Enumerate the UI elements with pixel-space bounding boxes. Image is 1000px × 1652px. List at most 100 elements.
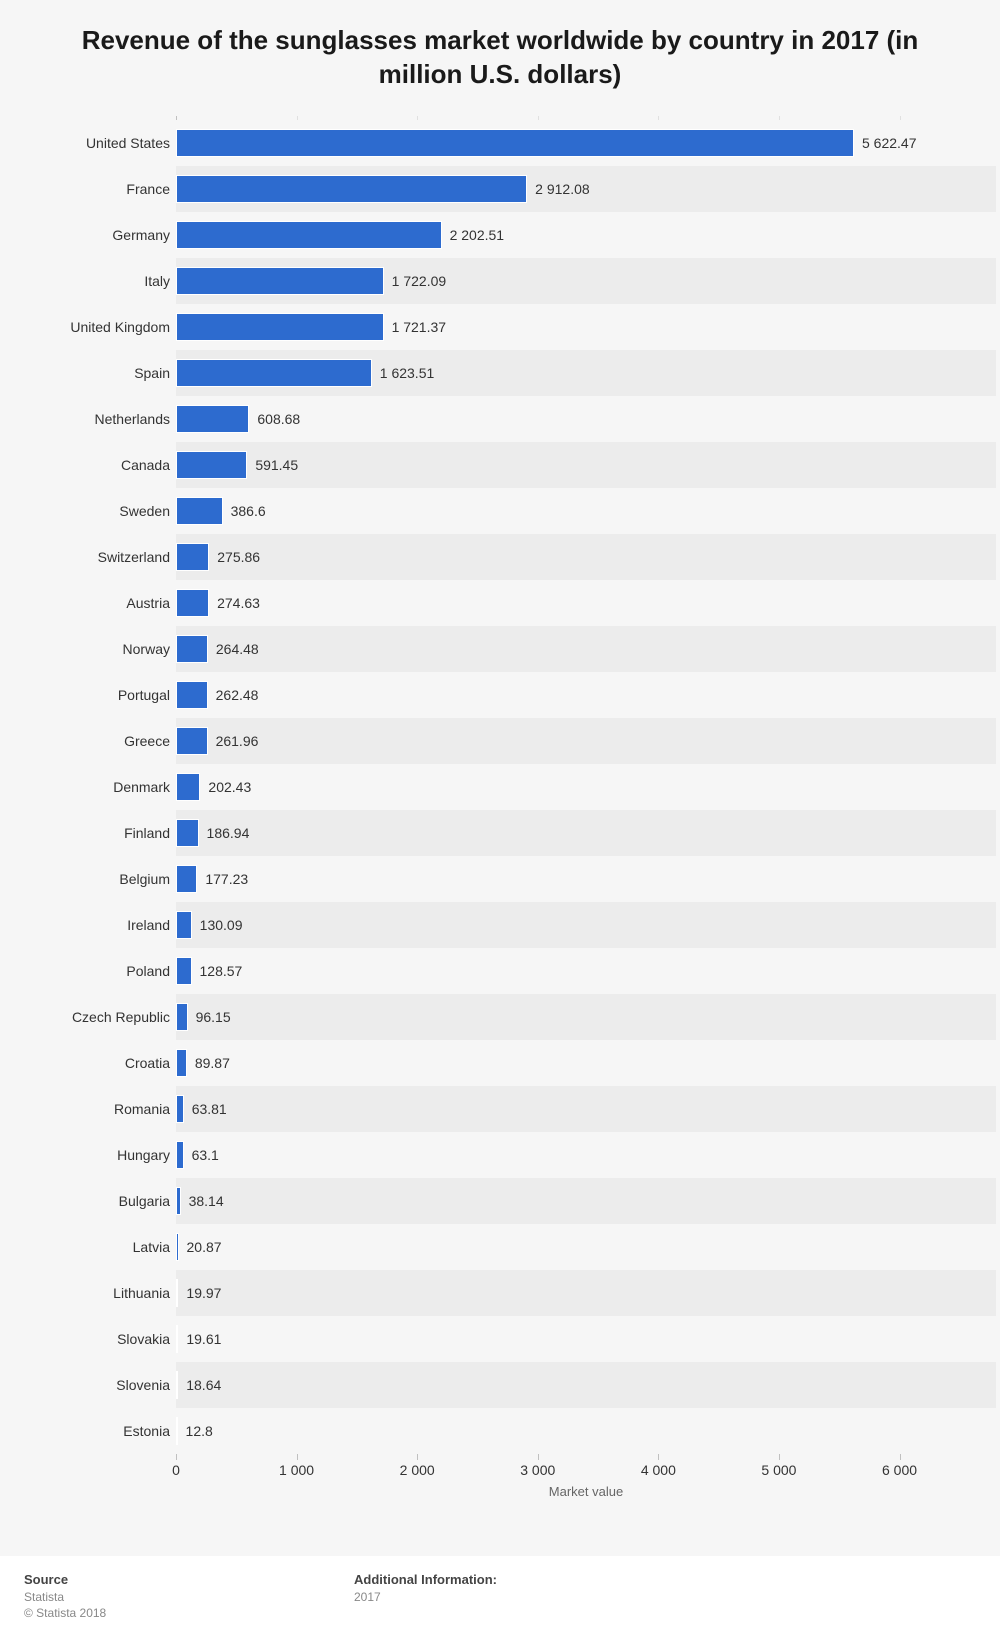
x-tick-label: 2 000 <box>400 1462 435 1478</box>
chart-row: Spain1 623.51 <box>176 350 996 396</box>
chart-plot-wrap: United States5 622.47France2 912.08Germa… <box>176 116 964 1496</box>
x-axis: Market value 01 0002 0003 0004 0005 0006… <box>176 1458 996 1498</box>
footer-source-heading: Source <box>24 1572 174 1587</box>
category-label: Netherlands <box>95 396 171 442</box>
row-stripe <box>176 1362 996 1408</box>
chart-row: Romania63.81 <box>176 1086 996 1132</box>
chart-row: Poland128.57 <box>176 948 996 994</box>
row-stripe <box>176 442 996 488</box>
chart-row: United States5 622.47 <box>176 120 996 166</box>
value-label: 386.6 <box>231 488 266 534</box>
chart-row: Latvia20.87 <box>176 1224 996 1270</box>
bar <box>176 267 384 295</box>
chart-row: Slovakia19.61 <box>176 1316 996 1362</box>
category-label: Denmark <box>113 764 170 810</box>
bar <box>176 865 197 893</box>
chart-title: Revenue of the sunglasses market worldwi… <box>50 24 950 92</box>
x-tick-mark <box>176 1454 177 1460</box>
chart-row: Ireland130.09 <box>176 902 996 948</box>
value-label: 38.14 <box>189 1178 224 1224</box>
chart-row: Austria274.63 <box>176 580 996 626</box>
value-label: 19.97 <box>186 1270 221 1316</box>
bar <box>176 681 208 709</box>
chart-row: United Kingdom1 721.37 <box>176 304 996 350</box>
chart-row: Croatia89.87 <box>176 1040 996 1086</box>
chart-row: Italy1 722.09 <box>176 258 996 304</box>
category-label: United Kingdom <box>70 304 170 350</box>
category-label: Portugal <box>118 672 170 718</box>
value-label: 1 721.37 <box>392 304 447 350</box>
bar <box>176 1187 181 1215</box>
value-label: 591.45 <box>255 442 298 488</box>
chart-row: Czech Republic96.15 <box>176 994 996 1040</box>
chart-row: Netherlands608.68 <box>176 396 996 442</box>
row-stripe <box>176 626 996 672</box>
x-tick-label: 1 000 <box>279 1462 314 1478</box>
bar <box>176 727 208 755</box>
x-tick-label: 3 000 <box>520 1462 555 1478</box>
bar <box>176 543 209 571</box>
value-label: 89.87 <box>195 1040 230 1086</box>
value-label: 262.48 <box>216 672 259 718</box>
category-label: Belgium <box>119 856 170 902</box>
chart-row: Sweden386.6 <box>176 488 996 534</box>
footer-source: Source Statista © Statista 2018 <box>24 1572 174 1623</box>
chart-row: Estonia12.8 <box>176 1408 996 1454</box>
x-tick-mark <box>417 1454 418 1460</box>
value-label: 20.87 <box>187 1224 222 1270</box>
chart-row: Denmark202.43 <box>176 764 996 810</box>
value-label: 63.1 <box>192 1132 219 1178</box>
x-tick-label: 6 000 <box>882 1462 917 1478</box>
x-tick-mark <box>779 1454 780 1460</box>
chart-row: Germany2 202.51 <box>176 212 996 258</box>
footer-additional: Additional Information: 2017 <box>354 1572 504 1623</box>
row-stripe <box>176 672 996 718</box>
chart-row: Lithuania19.97 <box>176 1270 996 1316</box>
bar <box>176 1279 178 1307</box>
row-stripe <box>176 580 996 626</box>
chart-container: Revenue of the sunglasses market worldwi… <box>0 0 1000 1556</box>
row-stripe <box>176 856 996 902</box>
value-label: 1 623.51 <box>380 350 435 396</box>
chart-row: Slovenia18.64 <box>176 1362 996 1408</box>
category-label: Czech Republic <box>72 994 170 1040</box>
value-label: 275.86 <box>217 534 260 580</box>
row-stripe <box>176 1040 996 1086</box>
bar <box>176 405 249 433</box>
category-label: Norway <box>123 626 170 672</box>
value-label: 18.64 <box>186 1362 221 1408</box>
category-label: Romania <box>114 1086 170 1132</box>
value-label: 5 622.47 <box>862 120 917 166</box>
category-label: Spain <box>134 350 170 396</box>
category-label: Germany <box>112 212 170 258</box>
chart-row: Belgium177.23 <box>176 856 996 902</box>
bar <box>176 1141 184 1169</box>
chart-row: Portugal262.48 <box>176 672 996 718</box>
row-stripe <box>176 488 996 534</box>
chart-footer: Source Statista © Statista 2018 Addition… <box>0 1556 1000 1652</box>
value-label: 130.09 <box>200 902 243 948</box>
x-tick-label: 0 <box>172 1462 180 1478</box>
bar <box>176 1049 187 1077</box>
row-stripe <box>176 764 996 810</box>
category-label: Greece <box>124 718 170 764</box>
category-label: Austria <box>126 580 170 626</box>
chart-row: Switzerland275.86 <box>176 534 996 580</box>
bar <box>176 221 442 249</box>
footer-additional-text: 2017 <box>354 1589 504 1606</box>
value-label: 19.61 <box>186 1316 221 1362</box>
chart-row: Finland186.94 <box>176 810 996 856</box>
bar <box>176 175 527 203</box>
row-stripe <box>176 718 996 764</box>
value-label: 274.63 <box>217 580 260 626</box>
category-label: Switzerland <box>98 534 170 580</box>
category-label: Estonia <box>123 1408 170 1454</box>
value-label: 2 912.08 <box>535 166 590 212</box>
chart-row: Norway264.48 <box>176 626 996 672</box>
chart-row: Bulgaria38.14 <box>176 1178 996 1224</box>
bar <box>176 497 223 525</box>
row-stripe <box>176 534 996 580</box>
bar <box>176 129 854 157</box>
footer-copyright: © Statista 2018 <box>24 1605 174 1622</box>
x-axis-title: Market value <box>176 1484 996 1499</box>
